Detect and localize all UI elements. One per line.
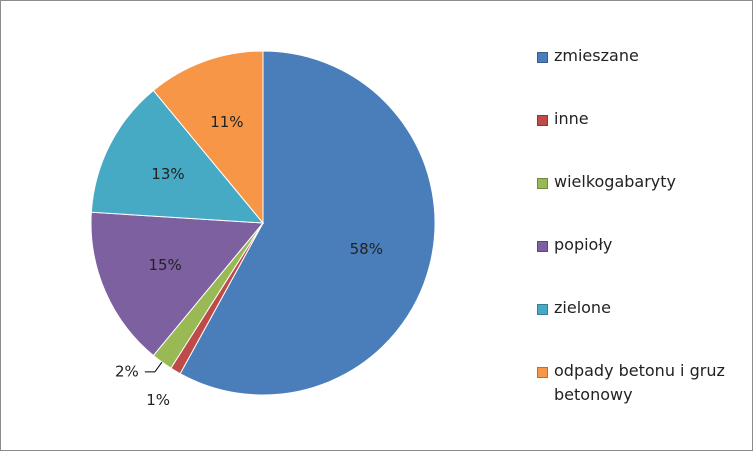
data-label: 1% (146, 391, 170, 409)
legend-item: odpady betonu i gruz betonowy (537, 359, 737, 407)
legend-label: wielkogabaryty (554, 172, 677, 191)
data-label: 13% (151, 165, 184, 183)
data-label: 11% (210, 113, 243, 131)
legend-swatch (537, 52, 548, 63)
legend-item: popioły (537, 233, 737, 257)
legend-swatch (537, 367, 548, 378)
pie-slice (90, 211, 265, 357)
legend-item: zmieszane (537, 44, 737, 68)
data-label: 58% (350, 240, 383, 258)
legend-label: odpady betonu i gruz betonowy (554, 361, 725, 404)
legend-item: inne (537, 107, 737, 131)
legend-item: zielone (537, 296, 737, 320)
legend-swatch (537, 241, 548, 252)
legend-swatch (537, 178, 548, 189)
data-label: 2% (115, 362, 139, 380)
legend-swatch (537, 304, 548, 315)
leader-line (144, 361, 163, 373)
legend-label: zielone (554, 298, 611, 317)
pie-slice (90, 89, 265, 224)
data-label: 15% (148, 256, 181, 274)
legend-label: zmieszane (554, 46, 639, 65)
legend-label: inne (554, 109, 589, 128)
pie-slice (152, 50, 264, 225)
legend-swatch (537, 115, 548, 126)
legend-item: wielkogabaryty (537, 170, 737, 194)
legend-label: popioły (554, 235, 613, 254)
pie-slice (179, 50, 436, 396)
